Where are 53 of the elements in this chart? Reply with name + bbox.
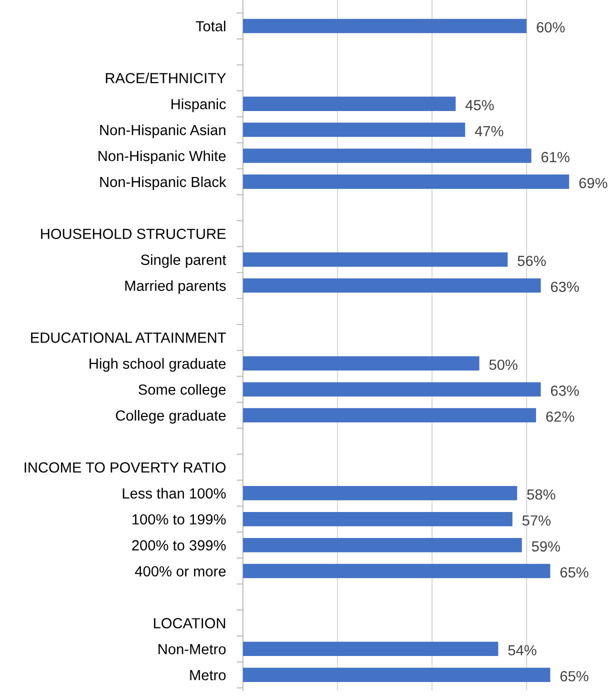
bar bbox=[242, 408, 536, 422]
data-label: 65% bbox=[560, 671, 588, 682]
bar bbox=[242, 538, 522, 552]
y-tick-label: Metro bbox=[190, 670, 226, 680]
bar bbox=[242, 252, 508, 267]
y-tick-label: 200% to 399% bbox=[132, 540, 226, 551]
bar bbox=[242, 356, 480, 371]
y-tick-label: RACE/ETHNICITY bbox=[106, 72, 226, 84]
bar bbox=[242, 148, 532, 163]
data-label: 62% bbox=[546, 411, 574, 422]
bar bbox=[242, 564, 550, 578]
y-tick-label: Non-Hispanic Asian bbox=[100, 124, 226, 138]
y-tick-label: Total bbox=[196, 20, 226, 32]
y-tick-label: Non-Hispanic Black bbox=[100, 176, 226, 190]
bar bbox=[242, 122, 466, 137]
data-label: 56% bbox=[518, 256, 546, 266]
data-label: 57% bbox=[522, 515, 551, 526]
data-label: 47% bbox=[474, 126, 504, 136]
data-label: 65% bbox=[560, 567, 588, 578]
y-tick-label: INCOME TO POVERTY RATIO bbox=[24, 462, 226, 473]
y-tick-label: Non-Hispanic White bbox=[98, 150, 226, 164]
y-tick-label: Single parent bbox=[140, 254, 226, 268]
data-label: 60% bbox=[536, 22, 565, 32]
data-label: 45% bbox=[465, 100, 494, 110]
data-label: 58% bbox=[527, 489, 556, 500]
bar bbox=[242, 278, 541, 293]
bar bbox=[242, 174, 570, 189]
y-tick-label: Hispanic bbox=[172, 98, 226, 112]
data-label: 69% bbox=[579, 178, 608, 188]
y-tick-label: Less than 100% bbox=[122, 488, 226, 499]
data-label: 61% bbox=[542, 152, 570, 162]
bar bbox=[242, 668, 550, 682]
y-tick-label: 100% to 199% bbox=[132, 514, 226, 525]
y-tick-label: College graduate bbox=[116, 410, 226, 424]
bar bbox=[242, 642, 498, 656]
data-label: 63% bbox=[550, 282, 579, 292]
bar bbox=[242, 18, 527, 34]
y-tick-label: 400% or more bbox=[135, 566, 226, 576]
y-tick-label: High school graduate bbox=[90, 358, 226, 372]
data-label: 59% bbox=[532, 541, 560, 552]
y-tick-label: HOUSEHOLD STRUCTURE bbox=[41, 228, 226, 240]
y-tick-label: Non-Metro bbox=[158, 644, 226, 654]
data-label: 63% bbox=[550, 386, 579, 396]
bar bbox=[242, 512, 512, 526]
y-tick-label: Married parents bbox=[125, 280, 226, 294]
bar bbox=[242, 96, 456, 111]
y-tick-label: LOCATION bbox=[154, 618, 226, 628]
y-tick-label: Some college bbox=[138, 384, 226, 398]
bar bbox=[242, 382, 541, 396]
y-tick-label: EDUCATIONAL ATTAINMENT bbox=[31, 332, 226, 343]
data-label: 50% bbox=[489, 360, 518, 370]
data-label: 54% bbox=[508, 645, 536, 656]
bar bbox=[242, 486, 518, 500]
